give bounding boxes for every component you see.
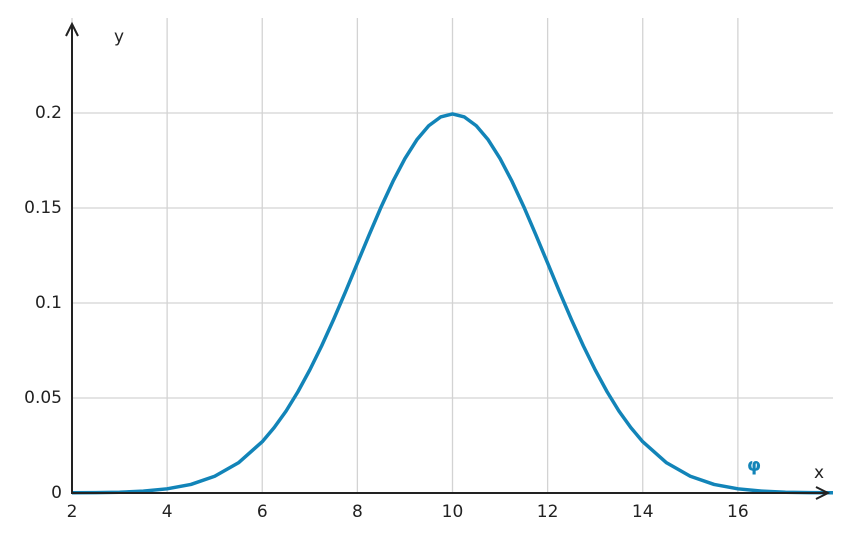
series-line xyxy=(71,112,834,495)
y-tick-label: 0.1 xyxy=(35,293,62,313)
x-tick-label: 4 xyxy=(162,502,173,522)
x-tick-label: 12 xyxy=(537,502,559,522)
y-tick-label: 0.05 xyxy=(24,388,62,408)
plot-area xyxy=(71,112,834,495)
y-tick-label: 0.2 xyxy=(35,103,62,123)
series-label: φ xyxy=(747,455,761,476)
x-tick-label: 10 xyxy=(442,502,464,522)
x-tick-label: 16 xyxy=(727,502,749,522)
x-axis-arrow xyxy=(815,486,831,500)
x-tick-label: 8 xyxy=(352,502,363,522)
y-axis-arrow xyxy=(65,21,79,37)
y-axis-label: y xyxy=(114,27,124,47)
x-tick-label: 6 xyxy=(257,502,268,522)
x-tick-label: 2 xyxy=(67,502,78,522)
y-tick-label: 0.15 xyxy=(24,198,62,218)
y-tick-label: 0 xyxy=(51,483,62,503)
x-tick-label: 14 xyxy=(632,502,654,522)
x-axis-label: x xyxy=(814,463,824,483)
grid xyxy=(71,18,833,494)
